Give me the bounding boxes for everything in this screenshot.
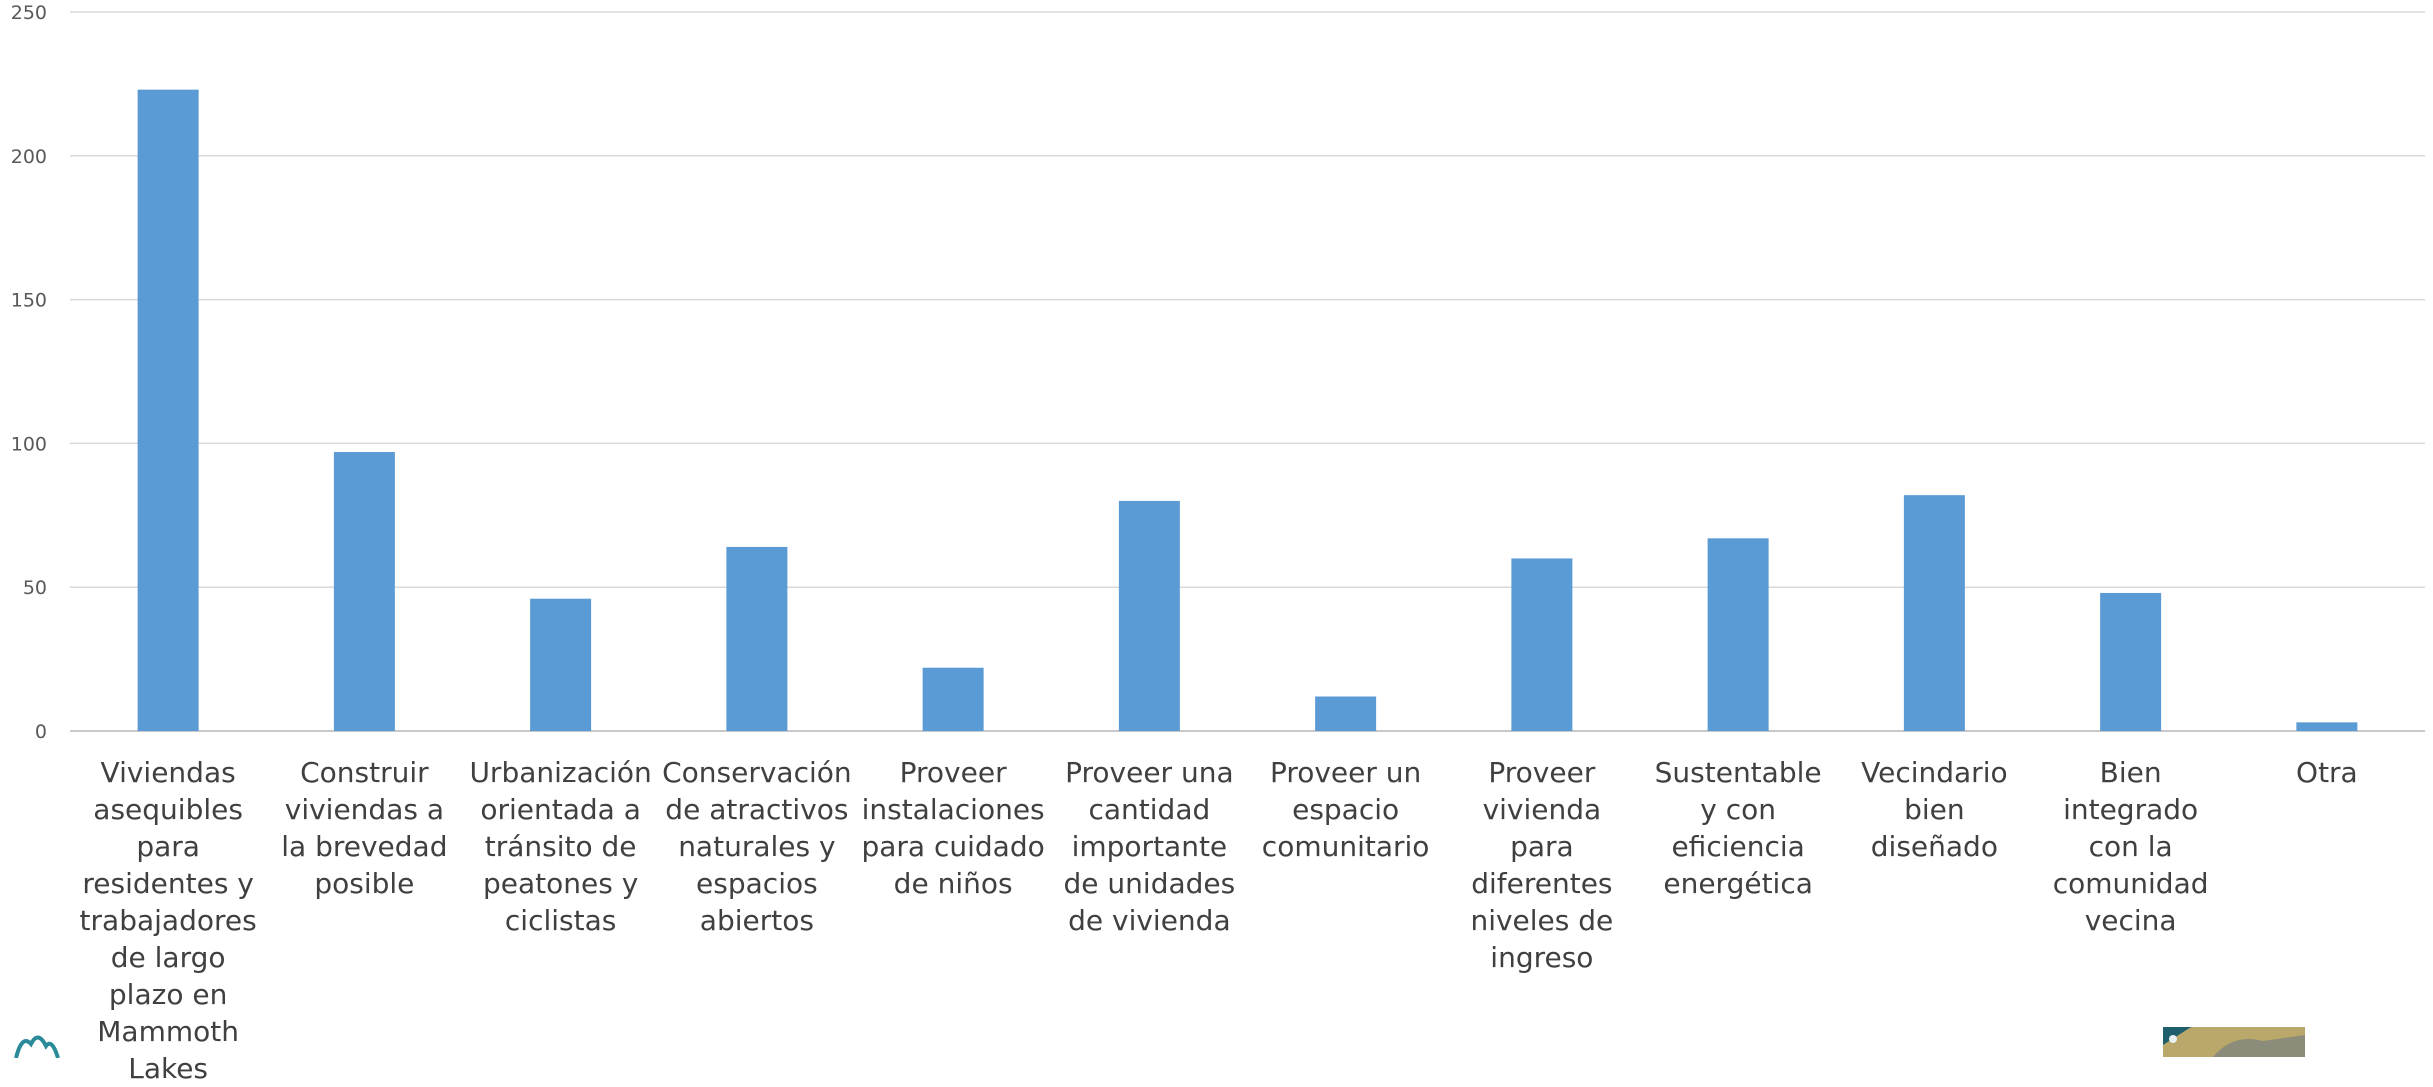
bar (1903, 495, 1965, 731)
x-tick-label: Construir viviendas a la brevedad posibl… (281, 756, 448, 900)
y-axis-ticks: 0 50 100 150 200 250 (11, 2, 47, 743)
bars (137, 89, 2358, 732)
mountain-logo-icon (12, 1028, 62, 1059)
bar (1315, 696, 1377, 731)
x-tick-label: Proveer un espacio comunitario (1261, 756, 1430, 863)
y-tick-label: 100 (11, 433, 47, 455)
x-tick-label: Viviendas asequibles para residentes y t… (79, 756, 257, 1085)
bar (530, 598, 592, 731)
x-tick-label: Vecindario bien diseñado (1861, 756, 2008, 863)
bar (2100, 592, 2162, 731)
x-tick-label: Proveer vivienda para diferentes niveles… (1470, 756, 1614, 974)
bar-chart: 0 50 100 150 200 250 (11, 2, 2425, 743)
x-tick-label: Proveer una cantidad importante de unida… (1063, 756, 1236, 937)
bar (333, 452, 395, 731)
bar (922, 667, 984, 731)
x-tick-label: Proveer instalaciones para cuidado de ni… (861, 756, 1045, 900)
bar (1118, 500, 1180, 731)
bar (726, 546, 788, 731)
y-tick-label: 0 (35, 721, 47, 743)
landscape-photo-thumbnail (2163, 1027, 2305, 1057)
y-tick-label: 150 (11, 290, 47, 312)
x-tick-label: Sustentable y con eficiencia energética (1654, 756, 1822, 900)
bar (137, 89, 199, 732)
y-tick-label: 200 (11, 146, 47, 168)
y-tick-label: 250 (11, 2, 47, 24)
x-tick-label: Urbanización orientada a tránsito de pea… (469, 756, 652, 937)
x-tick-label: Conservación de atractivos naturales y e… (662, 756, 852, 937)
bar (1511, 558, 1573, 731)
y-tick-label: 50 (23, 577, 47, 599)
x-tick-label: Bien integrado con la comunidad vecina (2052, 756, 2209, 937)
bar (1707, 538, 1769, 731)
x-tick-label: Otra (2296, 756, 2358, 789)
bar (2296, 722, 2358, 731)
gridlines (70, 11, 2425, 732)
